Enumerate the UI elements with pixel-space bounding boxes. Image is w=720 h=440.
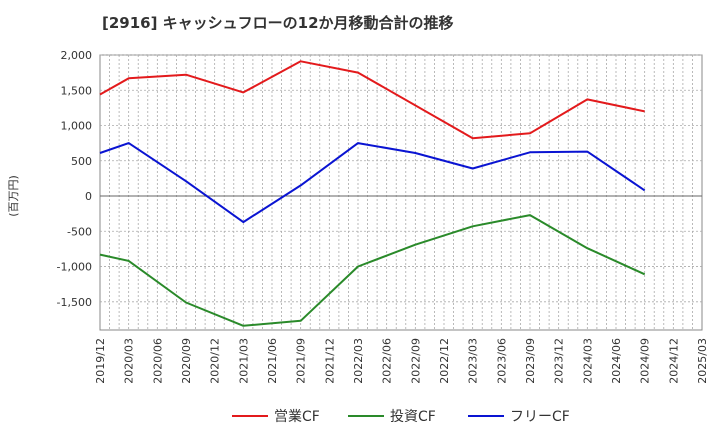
x-tick-label: 2019/12 bbox=[94, 338, 107, 384]
x-tick-label: 2020/09 bbox=[180, 338, 193, 384]
chart-title: [2916] キャッシュフローの12か月移動合計の推移 bbox=[102, 14, 454, 32]
x-tick-label: 2023/12 bbox=[553, 338, 566, 384]
x-tick-label: 2023/06 bbox=[495, 338, 508, 384]
axes: 2,000 1,500 1,000 500 0 -500 -1,000 -1,500 2019/… bbox=[57, 49, 709, 384]
x-tick-label: 2021/12 bbox=[323, 338, 336, 384]
y-tick-label: -500 bbox=[67, 225, 92, 238]
x-tick-label: 2022/03 bbox=[352, 338, 365, 384]
y-axis-label: (百万円) bbox=[7, 175, 20, 217]
y-tick-label: 0 bbox=[85, 190, 92, 203]
y-tick-label: -1,500 bbox=[57, 296, 92, 309]
x-tick-label: 2022/09 bbox=[409, 338, 422, 384]
x-tick-label: 2021/03 bbox=[237, 338, 250, 384]
series-line-2 bbox=[99, 142, 646, 224]
x-tick-label: 2022/12 bbox=[438, 338, 451, 384]
legend-label: フリーCF bbox=[510, 409, 570, 425]
x-tick-label: 2024/09 bbox=[639, 338, 652, 384]
x-tick-label: 2024/06 bbox=[610, 338, 623, 384]
x-tick-label: 2021/09 bbox=[295, 338, 308, 384]
series-line-1 bbox=[99, 214, 646, 327]
y-tick-label: 1,000 bbox=[61, 120, 93, 133]
x-tick-label: 2024/12 bbox=[667, 338, 680, 384]
x-tick-label: 2020/12 bbox=[209, 338, 222, 384]
y-tick-label: 500 bbox=[71, 155, 92, 168]
x-tick-label: 2025/03 bbox=[696, 338, 709, 384]
series-line-0 bbox=[99, 60, 645, 140]
y-tick-label: -1,000 bbox=[57, 261, 92, 274]
x-tick-label: 2020/06 bbox=[151, 338, 164, 384]
x-tick-label: 2023/09 bbox=[524, 338, 537, 384]
x-tick-label: 2023/03 bbox=[467, 338, 480, 384]
x-tick-label: 2024/03 bbox=[581, 338, 594, 384]
legend-label: 投資CF bbox=[390, 409, 436, 425]
x-tick-label: 2021/06 bbox=[266, 338, 279, 384]
legend-label: 営業CF bbox=[274, 409, 320, 425]
legend: 営業CF 投資CF フリーCF bbox=[232, 409, 570, 425]
y-tick-label: 2,000 bbox=[61, 49, 93, 62]
series-lines bbox=[99, 60, 646, 327]
x-tick-label: 2020/03 bbox=[123, 338, 136, 384]
y-tick-label: 1,500 bbox=[61, 84, 93, 97]
x-tick-label: 2022/06 bbox=[381, 338, 394, 384]
